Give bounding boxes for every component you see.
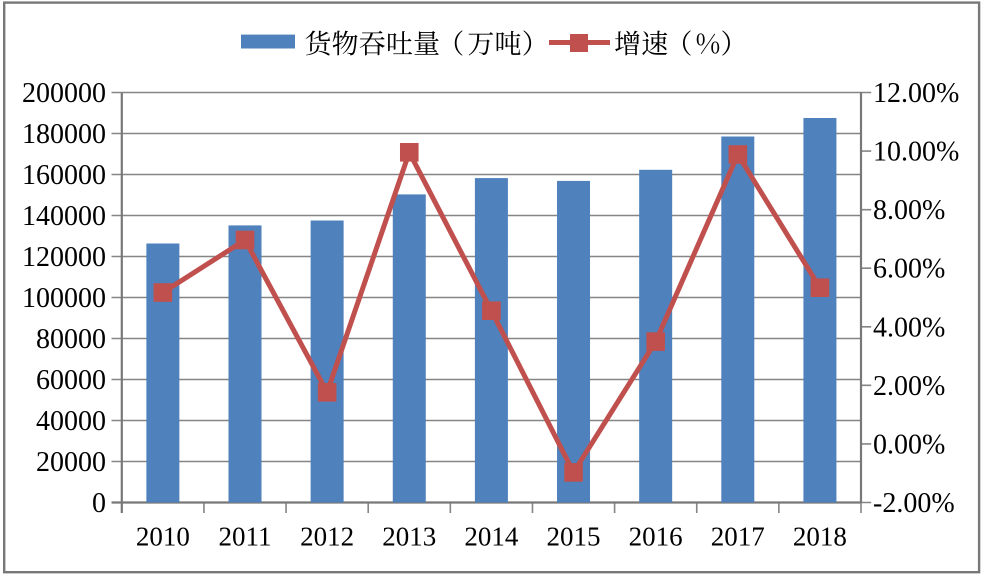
svg-text:2016: 2016 <box>629 522 683 552</box>
svg-text:10.00%: 10.00% <box>873 137 959 168</box>
svg-text:8.00%: 8.00% <box>873 195 945 226</box>
svg-text:180000: 180000 <box>22 119 106 150</box>
svg-text:2.00%: 2.00% <box>873 371 945 402</box>
svg-text:2011: 2011 <box>219 522 272 552</box>
svg-text:100000: 100000 <box>22 283 106 314</box>
svg-text:140000: 140000 <box>22 201 106 232</box>
svg-text:2012: 2012 <box>300 522 354 552</box>
svg-text:20000: 20000 <box>36 447 106 478</box>
svg-text:0: 0 <box>92 488 106 519</box>
svg-text:2013: 2013 <box>382 522 436 552</box>
svg-text:60000: 60000 <box>36 365 106 396</box>
svg-text:6.00%: 6.00% <box>873 254 945 285</box>
svg-text:2010: 2010 <box>136 522 190 552</box>
svg-text:-2.00%: -2.00% <box>873 488 955 519</box>
svg-text:12.00%: 12.00% <box>873 78 959 109</box>
svg-text:4.00%: 4.00% <box>873 312 945 343</box>
svg-text:2014: 2014 <box>464 522 519 552</box>
svg-text:80000: 80000 <box>36 324 106 355</box>
svg-text:2018: 2018 <box>793 522 847 552</box>
svg-text:200000: 200000 <box>22 78 106 109</box>
svg-text:2017: 2017 <box>711 522 765 552</box>
svg-text:40000: 40000 <box>36 406 106 437</box>
svg-text:0.00%: 0.00% <box>873 429 945 460</box>
svg-text:160000: 160000 <box>22 160 106 191</box>
svg-text:120000: 120000 <box>22 242 106 273</box>
svg-text:2015: 2015 <box>547 522 601 552</box>
